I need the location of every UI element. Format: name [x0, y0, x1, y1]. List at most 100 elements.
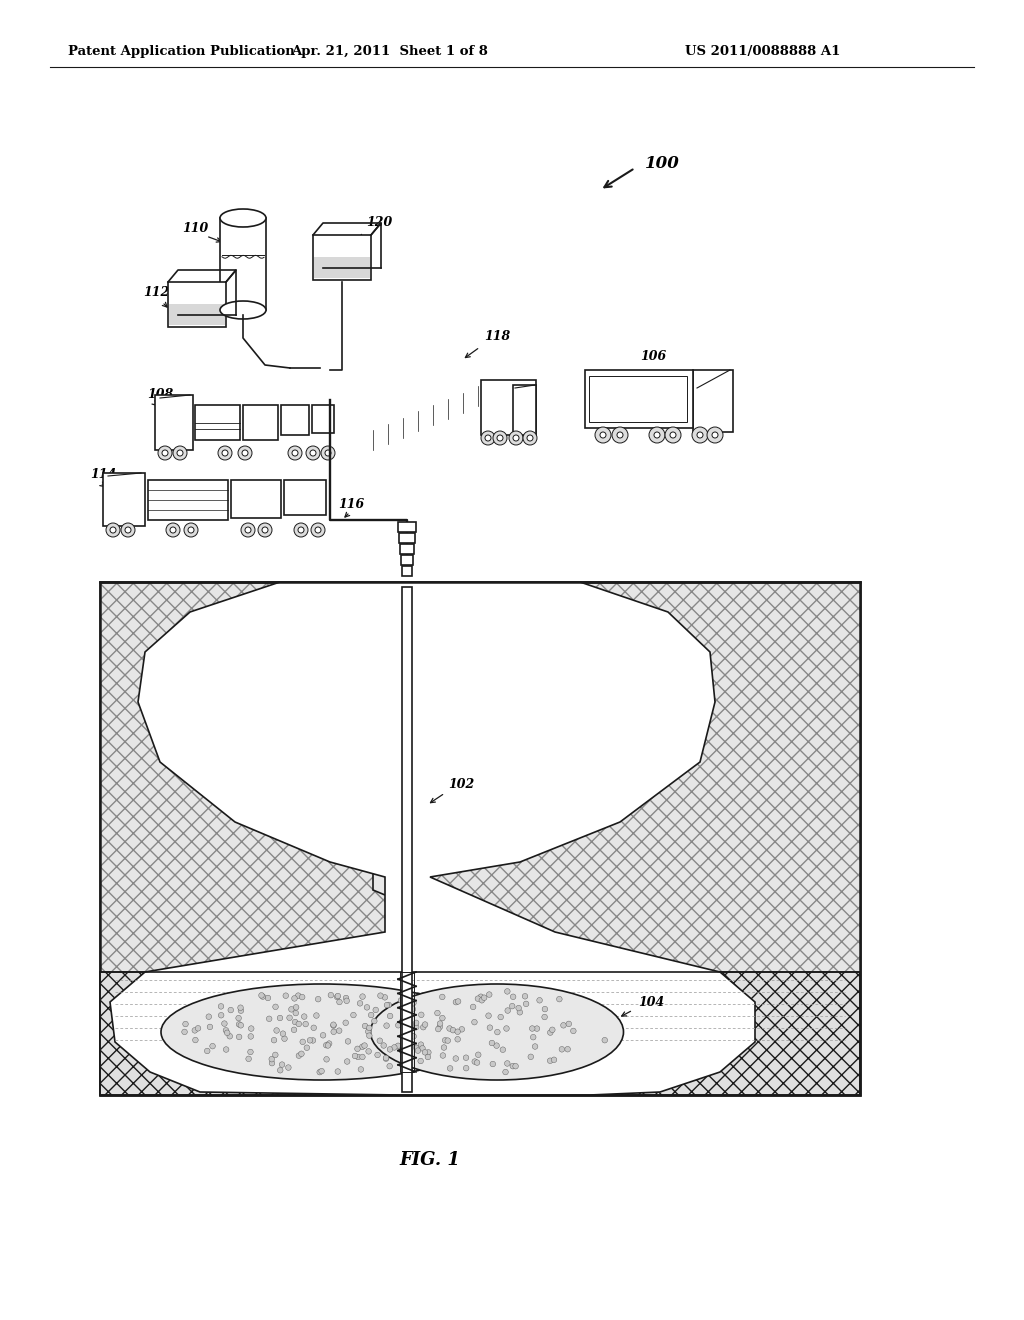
Circle shape — [478, 994, 483, 999]
Circle shape — [712, 432, 718, 438]
Circle shape — [246, 1056, 252, 1061]
Circle shape — [292, 450, 298, 455]
Bar — [513, 385, 536, 436]
Circle shape — [236, 1015, 242, 1020]
Circle shape — [331, 1030, 337, 1035]
Circle shape — [207, 1024, 213, 1030]
Circle shape — [481, 432, 495, 445]
Ellipse shape — [220, 209, 266, 227]
Circle shape — [387, 1014, 393, 1019]
Circle shape — [527, 436, 534, 441]
Circle shape — [296, 1053, 302, 1059]
Circle shape — [505, 1007, 511, 1014]
Circle shape — [384, 1002, 390, 1008]
Circle shape — [410, 1034, 416, 1039]
Circle shape — [311, 1026, 316, 1031]
Circle shape — [262, 527, 268, 533]
Bar — [400, 972, 414, 1072]
Circle shape — [366, 1028, 371, 1035]
Circle shape — [301, 1014, 307, 1019]
Text: FIG. 1: FIG. 1 — [399, 1151, 461, 1170]
Circle shape — [455, 1028, 461, 1035]
Circle shape — [383, 1056, 389, 1061]
Circle shape — [315, 527, 321, 533]
Bar — [314, 257, 370, 279]
Circle shape — [294, 523, 308, 537]
Circle shape — [359, 1044, 366, 1049]
Circle shape — [303, 1022, 308, 1027]
Circle shape — [182, 1022, 188, 1027]
Text: US 2011/0088888 A1: US 2011/0088888 A1 — [685, 45, 841, 58]
Circle shape — [557, 997, 562, 1002]
Circle shape — [306, 446, 319, 459]
Circle shape — [343, 1020, 348, 1026]
Circle shape — [411, 1034, 417, 1039]
Circle shape — [366, 1048, 372, 1055]
Circle shape — [331, 1023, 336, 1028]
Circle shape — [296, 1022, 302, 1027]
Text: Patent Application Publication: Patent Application Publication — [68, 45, 295, 58]
Circle shape — [403, 1011, 410, 1016]
Circle shape — [403, 1019, 409, 1024]
Circle shape — [453, 999, 459, 1005]
Circle shape — [494, 1043, 500, 1048]
Circle shape — [327, 1040, 332, 1047]
Circle shape — [649, 426, 665, 444]
Circle shape — [281, 1031, 286, 1036]
Bar — [589, 376, 687, 422]
Circle shape — [600, 432, 606, 438]
Circle shape — [173, 446, 187, 459]
Circle shape — [415, 1048, 421, 1053]
Bar — [585, 370, 693, 428]
Polygon shape — [373, 870, 493, 940]
Circle shape — [670, 432, 676, 438]
Circle shape — [399, 1018, 406, 1024]
Circle shape — [445, 1038, 451, 1043]
Circle shape — [497, 436, 503, 441]
Bar — [313, 235, 371, 280]
Circle shape — [271, 1038, 276, 1043]
Circle shape — [223, 1027, 228, 1034]
Circle shape — [406, 1036, 411, 1041]
Circle shape — [420, 1045, 425, 1051]
Circle shape — [382, 994, 388, 1001]
Circle shape — [191, 1027, 198, 1034]
Circle shape — [218, 446, 232, 459]
Text: 120: 120 — [366, 215, 392, 228]
Circle shape — [509, 432, 523, 445]
Circle shape — [446, 1026, 453, 1031]
Circle shape — [697, 432, 703, 438]
Circle shape — [505, 989, 510, 994]
Circle shape — [437, 1020, 442, 1027]
Circle shape — [414, 1024, 419, 1030]
Circle shape — [509, 1003, 515, 1008]
Circle shape — [475, 1052, 481, 1057]
Text: 110: 110 — [182, 222, 208, 235]
Circle shape — [528, 1053, 534, 1060]
Circle shape — [602, 1038, 607, 1043]
Circle shape — [559, 1047, 564, 1052]
Circle shape — [692, 426, 708, 444]
Text: 102: 102 — [449, 779, 474, 792]
Bar — [481, 380, 536, 436]
Circle shape — [542, 1014, 548, 1020]
Circle shape — [570, 1028, 577, 1034]
Circle shape — [422, 1049, 428, 1055]
Ellipse shape — [371, 983, 624, 1080]
Circle shape — [504, 1026, 509, 1031]
Text: 106: 106 — [640, 351, 667, 363]
Circle shape — [280, 1061, 285, 1068]
Circle shape — [170, 527, 176, 533]
Circle shape — [278, 1015, 283, 1020]
Circle shape — [248, 1049, 253, 1055]
Circle shape — [227, 1034, 232, 1039]
Circle shape — [166, 523, 180, 537]
Circle shape — [269, 1056, 274, 1063]
Circle shape — [395, 1023, 401, 1028]
Bar — [399, 533, 415, 543]
Circle shape — [321, 446, 335, 459]
Circle shape — [237, 1022, 242, 1027]
Circle shape — [383, 1055, 389, 1061]
Circle shape — [299, 1051, 304, 1056]
Circle shape — [266, 1016, 272, 1022]
